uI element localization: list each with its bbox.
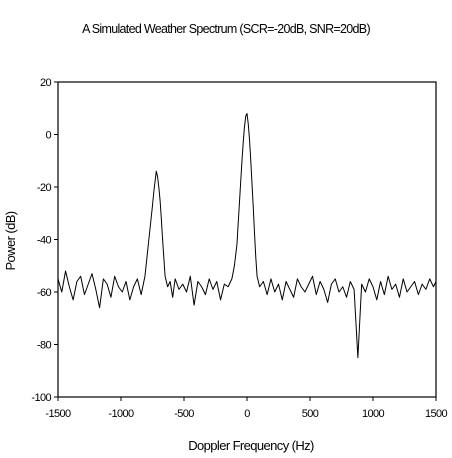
y-tick-label: -20 xyxy=(37,182,52,194)
x-tick-label: 1500 xyxy=(425,408,448,420)
y-tick-label: -80 xyxy=(37,340,52,352)
y-tick-label: -60 xyxy=(37,287,52,299)
x-tick-label: 0 xyxy=(244,408,250,420)
plot-layer xyxy=(57,81,437,398)
x-tick-label: 1000 xyxy=(362,408,385,420)
y-axis-label: Power (dB) xyxy=(3,211,18,270)
y-tick-label: 0 xyxy=(45,130,51,142)
y-tick-label: 20 xyxy=(40,77,52,89)
plot-frame xyxy=(57,81,437,398)
x-tick-label: 500 xyxy=(302,408,319,420)
chart-title: A Simulated Weather Spectrum (SCR=-20dB,… xyxy=(82,22,370,36)
x-tick-label: -1000 xyxy=(108,408,134,420)
y-ticks-layer: 20 0 -20 -40 -60 -80 -100 xyxy=(31,77,58,404)
x-axis-label: Doppler Frequency (Hz) xyxy=(188,438,314,453)
y-tick-label: -40 xyxy=(37,235,52,247)
x-ticks-layer: -1500 -1000 -500 0 500 1000 1500 xyxy=(45,397,448,420)
x-tick-label: -1500 xyxy=(45,408,71,420)
spectrum-series-line xyxy=(57,113,437,359)
x-tick-label: -500 xyxy=(174,408,194,420)
y-tick-label: -100 xyxy=(31,392,51,404)
